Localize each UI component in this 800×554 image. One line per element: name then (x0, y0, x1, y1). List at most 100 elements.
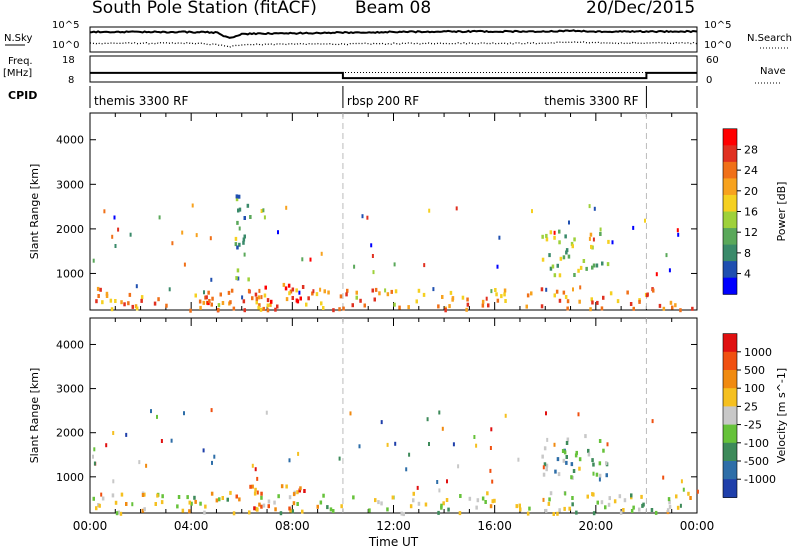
colorbar-segment (723, 145, 737, 163)
colorbar-segment (723, 244, 737, 262)
colorbar-frame (722, 333, 738, 498)
data-cell (238, 207, 242, 212)
data-cell (490, 289, 493, 294)
data-cell (638, 507, 641, 512)
data-cell (503, 288, 507, 293)
data-cell (114, 500, 118, 505)
data-cell (393, 262, 396, 267)
data-cell (349, 411, 352, 416)
data-cell (235, 276, 238, 281)
date-label: 20/Dec/2015 (586, 0, 696, 18)
data-cell (377, 500, 380, 505)
data-cell (629, 302, 633, 306)
data-cell (258, 502, 261, 507)
data-cell (680, 479, 683, 484)
data-cell (210, 491, 214, 496)
data-cell (243, 234, 246, 239)
data-cell (323, 289, 326, 294)
data-cell (481, 303, 485, 308)
data-cell (156, 493, 159, 498)
data-cell (339, 294, 343, 299)
data-cell (338, 307, 341, 312)
data-cell (556, 263, 559, 268)
data-cell (154, 502, 157, 506)
data-cell (473, 435, 476, 439)
data-cell (373, 297, 376, 302)
data-cell (326, 505, 329, 510)
freq-right-label: Nave (760, 66, 786, 77)
data-cell (189, 308, 192, 313)
data-cell (242, 240, 245, 245)
data-cell (554, 469, 557, 474)
data-cell (504, 413, 507, 418)
data-cell (287, 283, 291, 288)
data-cell (359, 298, 362, 303)
data-cell (110, 307, 114, 312)
data-cell (242, 299, 246, 304)
data-cell (565, 248, 569, 253)
colorbar-segment (723, 461, 737, 480)
data-cell (103, 209, 106, 214)
y-tick-label: 4000 (56, 338, 84, 351)
data-cell (342, 306, 345, 311)
data-cell (267, 499, 271, 504)
data-cell (573, 273, 576, 277)
data-cell (288, 458, 291, 463)
data-cell (246, 203, 250, 208)
beam-label: Beam 08 (355, 0, 432, 18)
data-cell (668, 500, 671, 505)
data-cell (109, 298, 113, 303)
data-cell (320, 251, 323, 256)
colorbar-segment (723, 333, 737, 353)
data-cell (461, 295, 465, 300)
data-cell (140, 298, 143, 303)
x-tick-label: 00:00 (680, 519, 715, 533)
data-cell (247, 277, 250, 282)
data-cell (441, 295, 444, 299)
data-cell (652, 288, 655, 293)
data-cell (448, 304, 451, 309)
data-cell (255, 507, 259, 512)
data-cell (437, 510, 440, 515)
data-cell (288, 291, 291, 296)
data-cell (251, 484, 254, 489)
data-cell (632, 225, 635, 230)
colorbar-segment (723, 479, 737, 498)
data-cell (259, 307, 263, 312)
data-cell (565, 460, 568, 465)
data-cell (262, 208, 265, 213)
data-cell (256, 490, 259, 495)
data-cell (489, 504, 493, 509)
data-cell (298, 488, 301, 493)
data-cell (296, 490, 299, 495)
data-cell (568, 220, 570, 225)
data-cell (211, 460, 213, 465)
data-cell (570, 462, 574, 467)
data-cell (307, 296, 310, 301)
freq-left-tick-top: 18 (62, 55, 75, 66)
data-cell (205, 295, 208, 300)
data-cell (654, 510, 658, 515)
data-cell (355, 295, 358, 300)
data-cell (553, 230, 556, 235)
data-cell (541, 257, 545, 262)
data-cell (248, 510, 251, 515)
data-cell (595, 263, 599, 268)
data-cell (188, 509, 191, 514)
data-cell (545, 233, 548, 238)
data-cell (204, 504, 207, 509)
data-cell (384, 288, 387, 293)
data-cell (598, 473, 602, 478)
data-cell (117, 227, 120, 232)
data-cell (236, 276, 240, 281)
freq-left-label-line1: Freq. (8, 56, 33, 67)
freq-right-tick-top: 60 (706, 55, 719, 66)
data-cell (590, 244, 593, 249)
data-cell (100, 492, 103, 497)
data-cell (266, 303, 270, 308)
data-cell (490, 427, 493, 432)
data-cell (194, 293, 197, 298)
data-cell (599, 227, 602, 232)
data-cell (481, 299, 485, 304)
data-cell (320, 301, 323, 306)
